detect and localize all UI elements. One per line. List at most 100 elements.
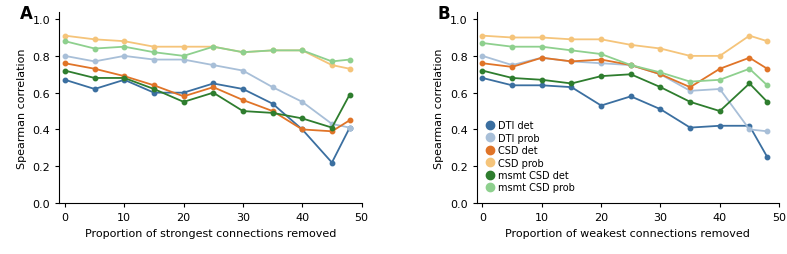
Text: B: B [438,5,450,23]
DTI det [90,88,99,91]
DTI det [179,92,188,95]
DTI prob [209,64,218,67]
msmt CSD prob [626,64,636,67]
msmt CSD prob [61,40,70,43]
CSD prob [268,50,277,53]
CSD prob [327,64,337,67]
msmt CSD det [345,94,354,97]
Y-axis label: Spearman correlation: Spearman correlation [434,48,444,168]
msmt CSD det [179,101,188,104]
CSD det [90,68,99,71]
Line: CSD det: CSD det [63,62,352,134]
CSD prob [685,55,695,58]
msmt CSD det [745,83,754,86]
DTI prob [763,130,772,133]
msmt CSD prob [567,50,576,53]
DTI prob [238,70,248,73]
DTI det [626,96,636,99]
DTI det [150,92,159,95]
msmt CSD prob [209,46,218,49]
DTI prob [268,86,277,89]
DTI det [238,88,248,91]
DTI prob [297,101,307,104]
DTI det [763,156,772,159]
DTI prob [745,129,754,132]
CSD det [297,129,307,132]
CSD prob [150,46,159,49]
msmt CSD det [478,70,487,73]
DTI det [685,126,695,130]
DTI prob [537,57,546,60]
msmt CSD prob [685,81,695,84]
CSD prob [209,46,218,49]
CSD prob [90,39,99,42]
msmt CSD det [150,88,159,91]
CSD prob [179,46,188,49]
CSD prob [597,39,606,42]
CSD prob [120,40,129,43]
msmt CSD det [238,110,248,113]
msmt CSD det [567,83,576,86]
Legend: DTI det, DTI prob, CSD det, CSD prob, msmt CSD det, msmt CSD prob: DTI det, DTI prob, CSD det, CSD prob, ms… [487,121,575,193]
X-axis label: Proportion of strongest connections removed: Proportion of strongest connections remo… [85,228,336,238]
CSD prob [537,37,546,40]
msmt CSD prob [327,61,337,64]
msmt CSD prob [537,46,546,49]
Line: msmt CSD det: msmt CSD det [480,69,770,114]
CSD prob [297,50,307,53]
CSD prob [61,35,70,38]
msmt CSD det [626,73,636,76]
DTI det [715,125,725,128]
msmt CSD det [327,126,337,130]
CSD det [763,68,772,71]
DTI det [537,84,546,87]
Line: msmt CSD prob: msmt CSD prob [63,40,352,64]
DTI prob [327,123,337,126]
msmt CSD det [297,117,307,120]
CSD det [685,86,695,89]
DTI det [597,105,606,108]
DTI prob [508,64,517,67]
DTI det [745,125,754,128]
Line: DTI det: DTI det [63,78,352,165]
DTI prob [597,62,606,66]
msmt CSD prob [90,48,99,51]
DTI det [297,129,307,132]
DTI det [209,83,218,86]
DTI det [478,77,487,80]
Text: A: A [20,5,32,23]
msmt CSD prob [345,59,354,62]
X-axis label: Proportion of weakest connections removed: Proportion of weakest connections remove… [505,228,750,238]
CSD prob [238,52,248,55]
msmt CSD det [715,110,725,113]
Line: CSD det: CSD det [480,56,770,90]
DTI prob [61,55,70,58]
msmt CSD prob [268,50,277,53]
CSD det [567,61,576,64]
CSD det [327,130,337,133]
msmt CSD prob [597,53,606,56]
CSD det [597,59,606,62]
CSD prob [345,68,354,71]
DTI prob [656,73,665,76]
msmt CSD prob [508,46,517,49]
msmt CSD det [685,101,695,104]
Line: DTI prob: DTI prob [63,54,352,130]
CSD det [209,86,218,89]
msmt CSD prob [656,72,665,75]
msmt CSD det [61,70,70,73]
CSD prob [567,39,576,42]
CSD prob [478,35,487,38]
msmt CSD det [209,92,218,95]
DTI prob [90,61,99,64]
msmt CSD det [763,101,772,104]
Line: CSD prob: CSD prob [480,34,770,59]
msmt CSD prob [745,68,754,71]
CSD prob [626,44,636,47]
CSD det [508,66,517,69]
CSD det [120,75,129,78]
msmt CSD prob [715,79,725,82]
CSD det [537,57,546,60]
DTI det [656,108,665,111]
CSD prob [656,48,665,51]
